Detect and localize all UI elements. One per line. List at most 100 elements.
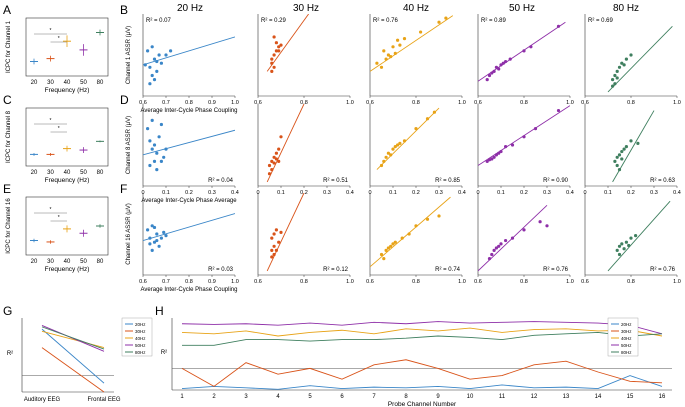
fit-line bbox=[143, 129, 235, 156]
x-tick-label: 0.6 bbox=[366, 279, 374, 285]
scatter-point bbox=[150, 224, 154, 228]
scatter-point bbox=[270, 248, 274, 252]
scatter-point bbox=[272, 53, 276, 57]
row-y-axis-label: Channel 1 ASSR (μV) bbox=[126, 26, 132, 84]
x-tick-label: 15 bbox=[627, 394, 634, 400]
scatter-point bbox=[615, 76, 619, 80]
scatter-point bbox=[150, 147, 154, 151]
scatter-panel-F-30Hz: 0.6 0.8 1.0 R² = 0.12 bbox=[254, 193, 354, 285]
significance-star: * bbox=[50, 207, 52, 213]
scatter-panel-B-50Hz: 0.6 0.8 1.0 R² = 0.89 bbox=[474, 14, 574, 106]
x-tick-label: 0.6 bbox=[139, 279, 147, 285]
x-tick-label: 1 bbox=[180, 394, 184, 400]
fit-line bbox=[607, 200, 671, 272]
fit-line bbox=[143, 36, 235, 66]
x-tick-label: 30 bbox=[47, 80, 54, 86]
scatter-point bbox=[494, 65, 498, 69]
x-tick-label: 5 bbox=[308, 394, 312, 400]
x-tick-label: 0.6 bbox=[254, 100, 262, 106]
x-tick-label: 1.0 bbox=[673, 279, 681, 285]
scatter-point bbox=[499, 242, 503, 246]
scatter-point bbox=[504, 145, 508, 149]
scatter-point bbox=[279, 43, 283, 47]
scatter-point bbox=[636, 141, 640, 145]
scatter-point bbox=[274, 41, 278, 45]
scatter-point bbox=[157, 244, 161, 248]
x-tick-label: 0.4 bbox=[566, 190, 574, 196]
scatter-point bbox=[164, 234, 168, 238]
scatter-point bbox=[556, 108, 561, 113]
scatter-point bbox=[272, 244, 276, 248]
icpc-panel-A: ICPC for Channel 1 Frequency (Hz) 20 30 40 50… bbox=[6, 17, 109, 94]
scatter-point bbox=[270, 236, 274, 240]
scatter-point bbox=[497, 244, 501, 248]
x-tick-label: 0.3 bbox=[323, 190, 331, 196]
series-line-30Hz bbox=[41, 347, 105, 393]
scatter-point bbox=[384, 248, 388, 252]
scatter-point bbox=[629, 236, 633, 240]
scatter-point bbox=[389, 244, 393, 248]
scatter-point bbox=[389, 153, 393, 157]
scatter-point bbox=[396, 38, 400, 42]
scatter-point bbox=[432, 110, 436, 114]
x-tick-label: 1.0 bbox=[673, 100, 681, 106]
x-tick-label: 9 bbox=[436, 394, 440, 400]
x-tick-label: 0.8 bbox=[185, 279, 193, 285]
significance-star: * bbox=[50, 28, 52, 34]
scatter-point bbox=[148, 236, 152, 240]
significance-star: * bbox=[58, 126, 60, 132]
scatter-point bbox=[146, 127, 150, 131]
scatter-row-D: Channel 8 ASSR (μV) Average Inter-Cycle P… bbox=[126, 104, 681, 204]
x-tick-label: 3 bbox=[244, 394, 248, 400]
scatter-point bbox=[272, 232, 276, 236]
legend-label: 50Hz bbox=[135, 343, 146, 348]
legend-label: 20Hz bbox=[621, 322, 632, 327]
scatter-point bbox=[504, 238, 508, 243]
scatter-point bbox=[620, 61, 624, 65]
x-tick-label: 0.2 bbox=[185, 190, 193, 196]
y-axis-label: R² bbox=[7, 351, 13, 357]
panel-letter-H: H bbox=[155, 304, 164, 318]
scatter-point bbox=[382, 257, 386, 261]
scatter-point bbox=[155, 168, 159, 172]
y-axis-label: ICPC for Channel 8 bbox=[6, 110, 12, 163]
x-tick-label: 8 bbox=[404, 394, 408, 400]
scatter-point bbox=[152, 159, 157, 163]
legend-label: 30Hz bbox=[621, 329, 632, 334]
scatter-point bbox=[508, 57, 512, 61]
scatter-point bbox=[501, 61, 505, 65]
scatter-point bbox=[620, 242, 624, 246]
scatter-panel-F-50Hz: 0.6 0.8 1.0 R² = 0.76 bbox=[474, 193, 574, 285]
freq-title-80: 80 Hz bbox=[613, 3, 639, 14]
scatter-point bbox=[624, 145, 629, 149]
scatter-point bbox=[386, 246, 390, 250]
scatter-point bbox=[274, 157, 278, 161]
scatter-point bbox=[490, 71, 494, 75]
scatter-point bbox=[272, 155, 276, 159]
scatter-panel-D-20Hz: 00.10.20.30.4R² = 0.04 bbox=[141, 104, 239, 196]
scatter-point bbox=[150, 73, 154, 78]
scatter-point bbox=[627, 243, 631, 248]
x-tick-label: 0.8 bbox=[627, 100, 635, 106]
x-tick-label: 0.8 bbox=[185, 100, 193, 106]
scatter-grid: Channel 1 ASSR (μV) Average Inter-Cycle P… bbox=[126, 14, 681, 293]
x-tick-label: 50 bbox=[80, 170, 87, 176]
scatter-point bbox=[157, 135, 161, 139]
scatter-point bbox=[510, 236, 515, 240]
scatter-panel-B-80Hz: 0.6 0.8 1.0 R² = 0.69 bbox=[581, 14, 681, 106]
scatter-panel-F-20Hz: 0.6 0.7 0.8 0.9 1.0 R² = 0.03 bbox=[139, 193, 239, 285]
scatter-point bbox=[267, 172, 272, 176]
series-line-50Hz bbox=[181, 321, 663, 335]
scatter-point bbox=[155, 151, 159, 155]
scatter-point bbox=[611, 84, 615, 88]
scatter-point bbox=[159, 236, 163, 240]
scatter-point bbox=[274, 151, 278, 155]
scatter-panel-B-30Hz: 0.6 0.8 1.0 R² = 0.29 bbox=[254, 14, 354, 106]
x-tick-label: 0.9 bbox=[208, 100, 216, 106]
x-tick-label: 0.1 bbox=[162, 190, 170, 196]
x-tick-label: 0.3 bbox=[435, 190, 443, 196]
scatter-point bbox=[146, 228, 150, 232]
y-axis-label: R² bbox=[161, 350, 167, 356]
scatter-point bbox=[152, 78, 157, 82]
